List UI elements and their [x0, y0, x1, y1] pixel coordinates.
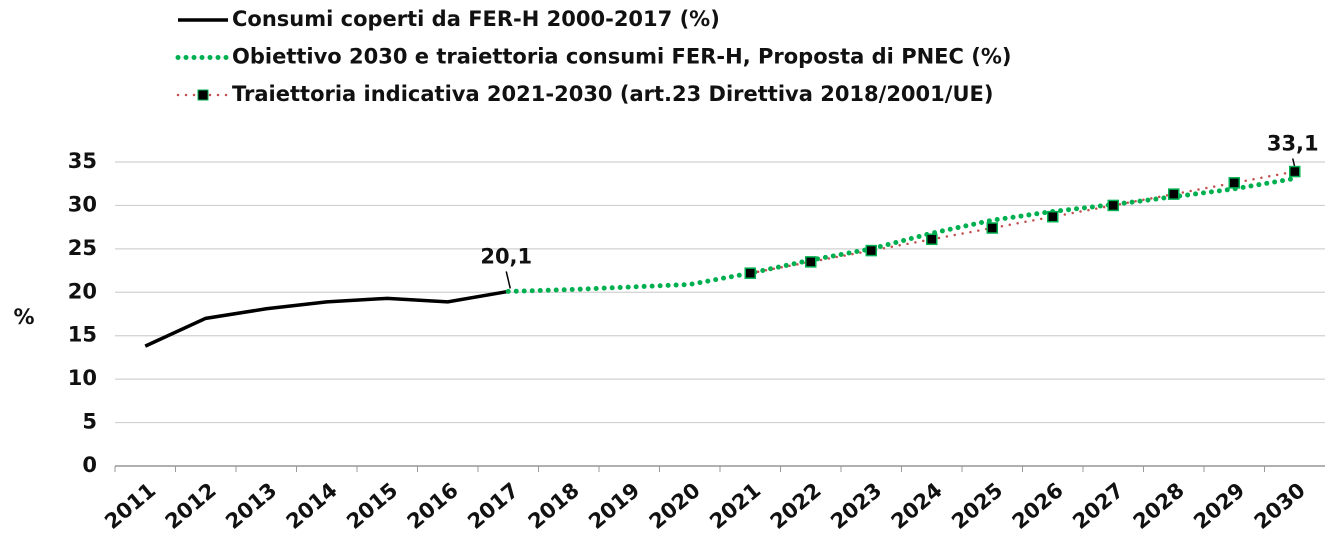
x-tick-label: 2022: [766, 478, 826, 534]
legend-marker: [197, 89, 209, 101]
y-tick-label: 25: [68, 236, 97, 260]
y-tick-label: 35: [68, 149, 97, 173]
data-label: 20,1: [480, 244, 532, 268]
marker: [926, 233, 938, 246]
x-tick-label: 2027: [1068, 478, 1128, 534]
marker: [986, 222, 998, 234]
marker: [805, 256, 817, 268]
x-tick-label: 2012: [161, 478, 221, 534]
y-tick-label: 20: [68, 279, 97, 303]
y-tick-label: 10: [68, 366, 97, 390]
x-tick-label: 2026: [1008, 478, 1068, 534]
y-tick-label: 15: [68, 323, 97, 347]
label-leader: [505, 271, 511, 289]
x-tick-label: 2014: [282, 478, 342, 534]
y-tick-label: 5: [82, 410, 97, 434]
x-tick-label: 2020: [645, 478, 705, 534]
x-tick-label: 2017: [463, 478, 523, 534]
marker: [865, 244, 877, 257]
marker: [1047, 210, 1059, 223]
data-label: 33,1: [1267, 132, 1319, 156]
x-tick-label: 2024: [887, 478, 947, 534]
marker: [1289, 165, 1301, 178]
legend-label: Traiettoria indicativa 2021-2030 (art.23…: [232, 82, 993, 106]
marker: [1107, 199, 1119, 212]
x-tick-label: 2030: [1250, 478, 1310, 534]
x-tick-label: 2028: [1129, 478, 1189, 534]
x-tick-label: 2019: [584, 478, 644, 534]
x-tick-label: 2015: [342, 478, 402, 534]
x-tick-label: 2016: [403, 478, 463, 534]
y-tick-label: 0: [82, 453, 97, 477]
marker: [744, 267, 756, 279]
x-tick-label: 2018: [524, 478, 584, 534]
y-tick-label: 30: [68, 192, 97, 216]
x-tick-label: 2013: [221, 478, 281, 534]
marker: [1168, 188, 1180, 200]
x-tick-label: 2025: [947, 478, 1007, 534]
y-axis-label: %: [13, 305, 34, 329]
x-tick-label: 2021: [705, 478, 765, 534]
series-line: [144, 289, 509, 348]
x-tick-label: 2029: [1189, 478, 1249, 534]
x-tick-label: 2023: [826, 478, 886, 534]
legend-label: Obiettivo 2030 e traiettoria consumi FER…: [232, 45, 1011, 69]
series-line: [505, 176, 1298, 294]
legend-label: Consumi coperti da FER-H 2000-2017 (%): [232, 7, 720, 31]
marker: [1228, 177, 1240, 189]
x-tick-label: 2011: [100, 478, 160, 534]
